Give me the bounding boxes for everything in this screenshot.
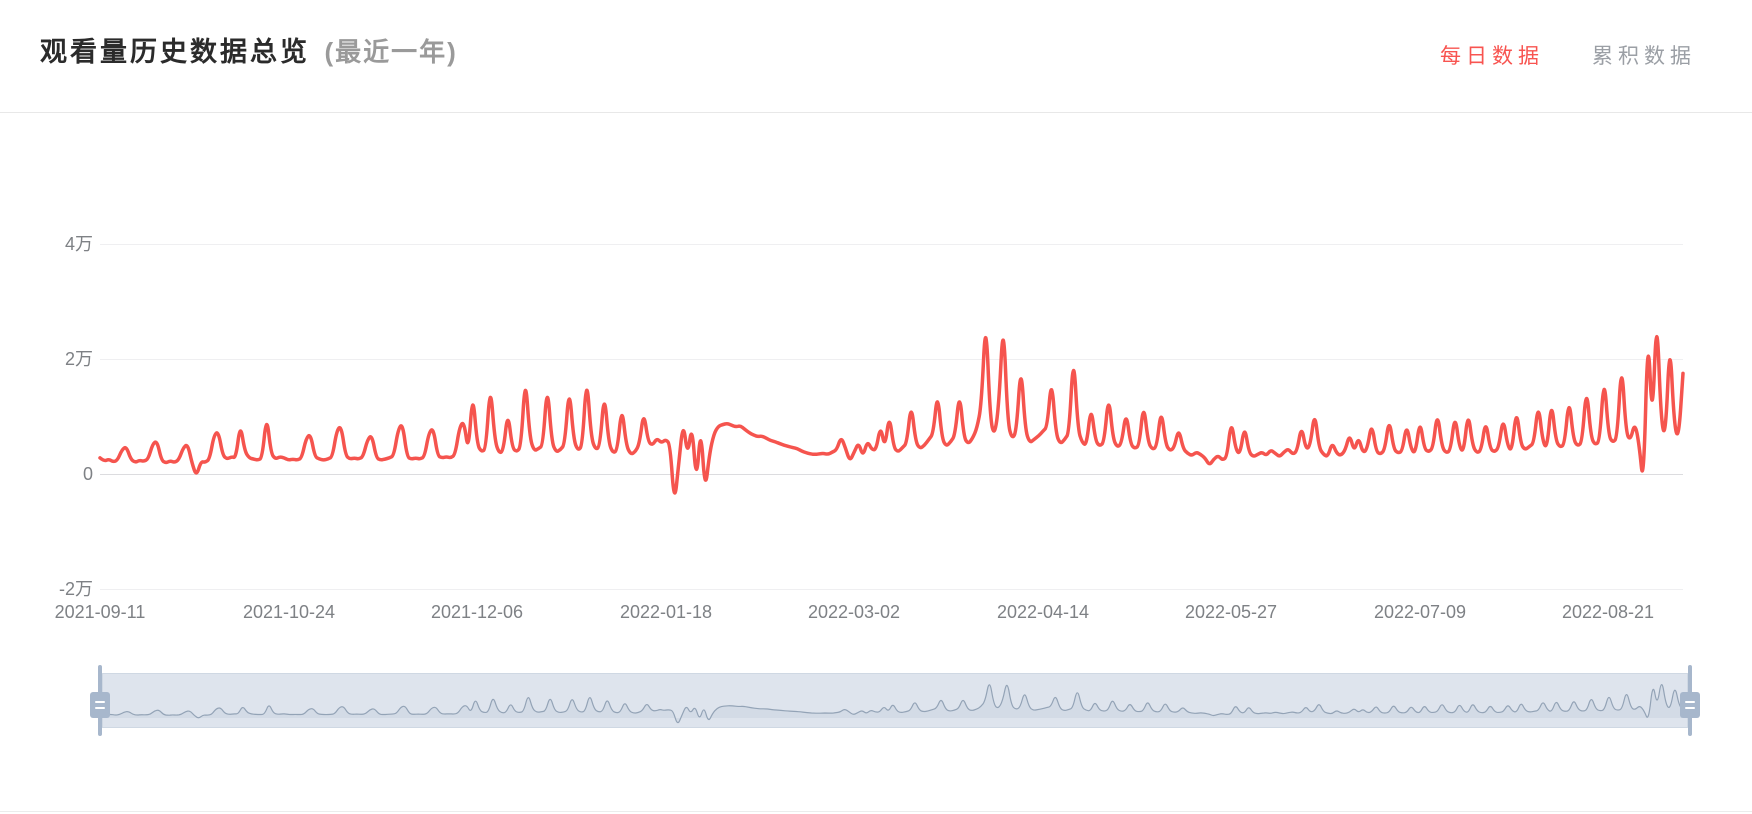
x-axis-label: 2022-03-02 [807, 602, 901, 622]
gridline [100, 589, 1683, 590]
gridline [100, 244, 1683, 245]
bottom-divider [0, 811, 1752, 812]
y-axis-label: 4万 [64, 234, 93, 254]
datazoom-track[interactable] [102, 673, 1688, 728]
datazoom-shadow-line [102, 683, 1688, 724]
tab-daily-data[interactable]: 每日数据 [1440, 45, 1544, 68]
datazoom-shadow-canvas [102, 683, 1688, 724]
gridline [100, 474, 1683, 475]
x-axis-label: 2021-10-24 [242, 602, 336, 622]
x-axis-label: 2021-09-11 [54, 602, 146, 622]
title-wrap: 观看量历史数据总览 (最近一年) [40, 30, 458, 69]
x-axis-label: 2022-01-18 [619, 602, 713, 622]
x-axis-label: 2022-08-21 [1561, 602, 1655, 622]
x-axis-label: 2022-05-27 [1184, 602, 1278, 622]
gridline [100, 359, 1683, 360]
x-axis-label: 2022-04-14 [996, 602, 1090, 622]
y-axis-label: 2万 [64, 349, 93, 369]
datazoom-filler[interactable] [103, 674, 1687, 727]
x-axis-label: 2022-07-09 [1373, 602, 1467, 622]
y-axis-label: 0 [82, 464, 93, 484]
header-divider [0, 112, 1752, 113]
page-header: 观看量历史数据总览 (最近一年) 每日数据 累积数据 [0, 0, 1752, 112]
datazoom-handle-left[interactable] [90, 692, 110, 718]
series-line [98, 335, 1685, 495]
datazoom-handle-right[interactable] [1680, 692, 1700, 718]
page-subtitle: (最近一年) [324, 37, 458, 67]
series-line-canvas[interactable] [98, 195, 1700, 625]
tab-cumulative-data[interactable]: 累积数据 [1592, 45, 1696, 68]
datazoom-shadow-area [102, 684, 1688, 723]
page-title: 观看量历史数据总览 [40, 37, 310, 67]
y-axis-label: -2万 [58, 579, 93, 599]
x-axis-label: 2021-12-06 [430, 602, 524, 622]
tab-group: 每日数据 累积数据 [1440, 40, 1696, 70]
